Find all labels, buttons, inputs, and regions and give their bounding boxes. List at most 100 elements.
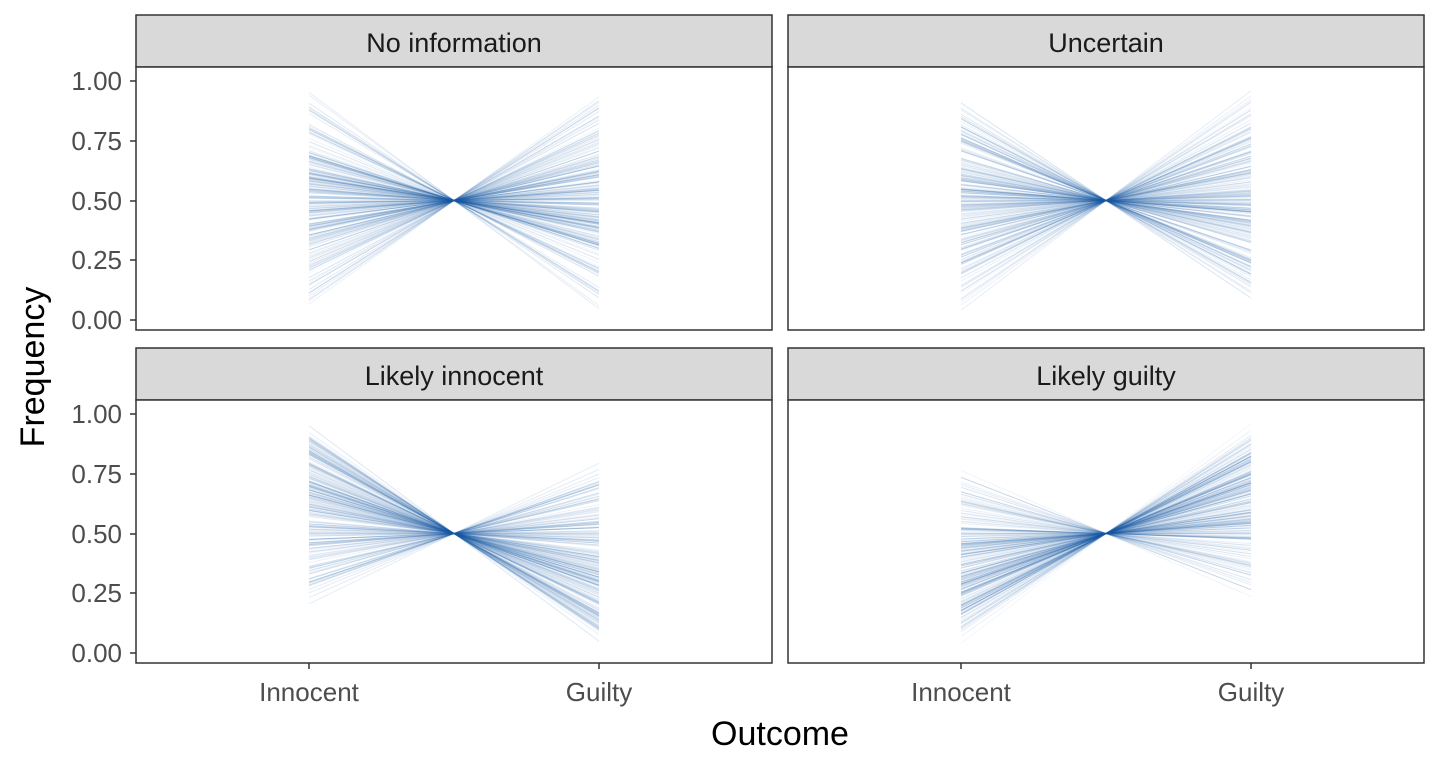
series-line [960,151,1252,250]
series-line [960,482,1252,585]
series-line [308,157,600,244]
series-line [308,464,600,603]
y-axis-bottom: 0.00 0.25 0.50 0.75 1.00 [71,399,136,668]
series-line [960,480,1252,587]
series-line [308,126,600,275]
series-lines [308,92,600,309]
series-line [960,190,1252,211]
series-line [960,189,1252,212]
series-line [960,131,1252,270]
series-line [960,498,1252,569]
series-line [308,124,600,277]
series-line [308,532,600,535]
series-line [960,461,1252,606]
series-line [308,189,600,212]
series-line [960,194,1252,207]
series-line [308,498,600,569]
series-line [308,172,600,229]
series-line [960,479,1252,588]
x-axis-right: Innocent Guilty [911,663,1284,707]
series-line [308,186,600,215]
series-line [960,456,1252,611]
series-line [960,527,1252,540]
series-line [308,157,600,244]
series-line [308,180,600,221]
series-line [308,195,600,206]
series-line [308,484,600,583]
series-line [960,515,1252,552]
series-line [308,177,600,224]
series-line [960,493,1252,574]
series-line [308,482,600,585]
series-line [960,175,1252,226]
series-line [960,150,1252,251]
series-line [960,197,1252,204]
series-line [308,197,600,204]
series-line [308,471,600,596]
series-line [960,118,1252,283]
series-line [308,481,600,586]
series-line [960,198,1252,203]
series-line [960,490,1252,577]
series-line [960,530,1252,537]
series-line [960,524,1252,543]
series-line [960,517,1252,550]
series-line [308,185,600,216]
series-line [308,127,600,274]
series-line [960,123,1252,278]
series-line [960,527,1252,540]
series-line [960,495,1252,572]
series-line [960,528,1252,539]
series-line [308,110,600,291]
series-line [308,450,600,617]
series-line [308,165,600,236]
series-line [960,455,1252,612]
series-line [960,522,1252,545]
series-line [960,523,1252,544]
series-line [960,130,1252,271]
series-line [308,157,600,244]
series-line [960,102,1252,299]
series-line [960,196,1252,205]
series-line [960,179,1252,222]
series-line [308,179,600,222]
series-line [960,189,1252,212]
series-line [308,494,600,573]
series-line [960,465,1252,602]
series-line [308,178,600,223]
series-line [308,189,600,212]
series-line [960,484,1252,583]
series-line [960,196,1252,205]
series-line [308,180,600,221]
series-line [308,481,600,586]
series-line [960,474,1252,593]
series-line [308,192,600,209]
series-line [960,497,1252,570]
y-tick-label: 0.75 [71,459,122,489]
series-line [308,191,600,210]
series-line [308,451,600,616]
series-line [960,458,1252,609]
series-line [308,521,600,546]
series-line [960,502,1252,565]
series-line [308,174,600,227]
series-line [308,191,600,210]
y-tick-label: 1.00 [71,399,122,429]
series-line [308,531,600,536]
series-line [308,476,600,591]
series-line [308,500,600,567]
series-line [308,188,600,213]
series-line [308,173,600,228]
panel-background [787,66,1425,331]
series-line [960,150,1252,251]
series-line [960,126,1252,275]
series-line [308,172,600,229]
series-line [960,148,1252,253]
series-line [308,491,600,576]
series-line [308,154,600,247]
series-line [960,501,1252,566]
series-line [308,494,600,573]
series-line [308,198,600,203]
series-line [960,181,1252,220]
series-line [960,500,1252,567]
